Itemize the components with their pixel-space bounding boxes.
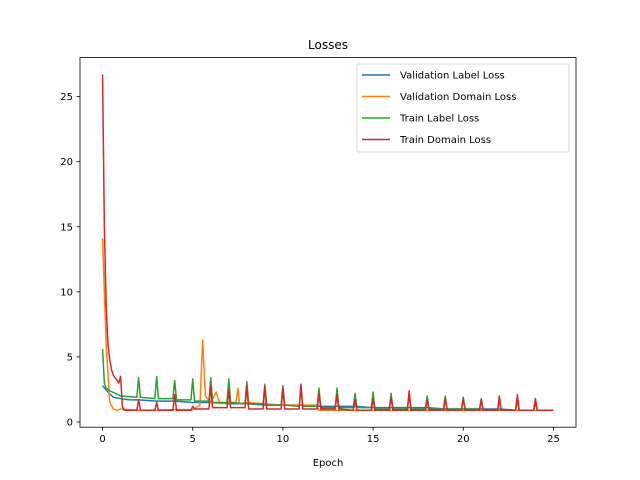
x-tick-label: 0 bbox=[99, 434, 105, 445]
y-tick-label: 20 bbox=[60, 157, 73, 168]
legend: Validation Label Loss Validation Domain L… bbox=[356, 63, 570, 153]
legend-label-3: Train Domain Loss bbox=[399, 135, 491, 146]
x-axis-label: Epoch bbox=[313, 458, 344, 469]
y-tick-label: 5 bbox=[67, 352, 73, 363]
x-tick-label: 15 bbox=[367, 434, 380, 445]
y-axis: 0 5 10 15 20 25 bbox=[60, 92, 80, 428]
legend-label-1: Validation Domain Loss bbox=[400, 92, 516, 103]
x-tick-label: 20 bbox=[457, 434, 470, 445]
x-tick-label: 5 bbox=[190, 434, 196, 445]
legend-label-0: Validation Label Loss bbox=[400, 71, 505, 82]
x-tick-label: 25 bbox=[547, 434, 560, 445]
x-tick-label: 10 bbox=[277, 434, 290, 445]
series-line-1 bbox=[101, 238, 554, 412]
legend-box bbox=[356, 63, 570, 153]
y-tick-label: 15 bbox=[60, 222, 73, 233]
chart-title: Losses bbox=[308, 38, 348, 52]
y-tick-label: 10 bbox=[60, 287, 73, 298]
x-axis: 0 5 10 15 20 25 bbox=[99, 427, 560, 445]
plot-frame bbox=[79, 57, 577, 428]
y-tick-label: 0 bbox=[67, 417, 73, 428]
plot-series bbox=[101, 74, 554, 412]
legend-label-2: Train Label Loss bbox=[399, 114, 479, 125]
series-line-3 bbox=[101, 74, 554, 412]
y-tick-label: 25 bbox=[60, 92, 73, 103]
